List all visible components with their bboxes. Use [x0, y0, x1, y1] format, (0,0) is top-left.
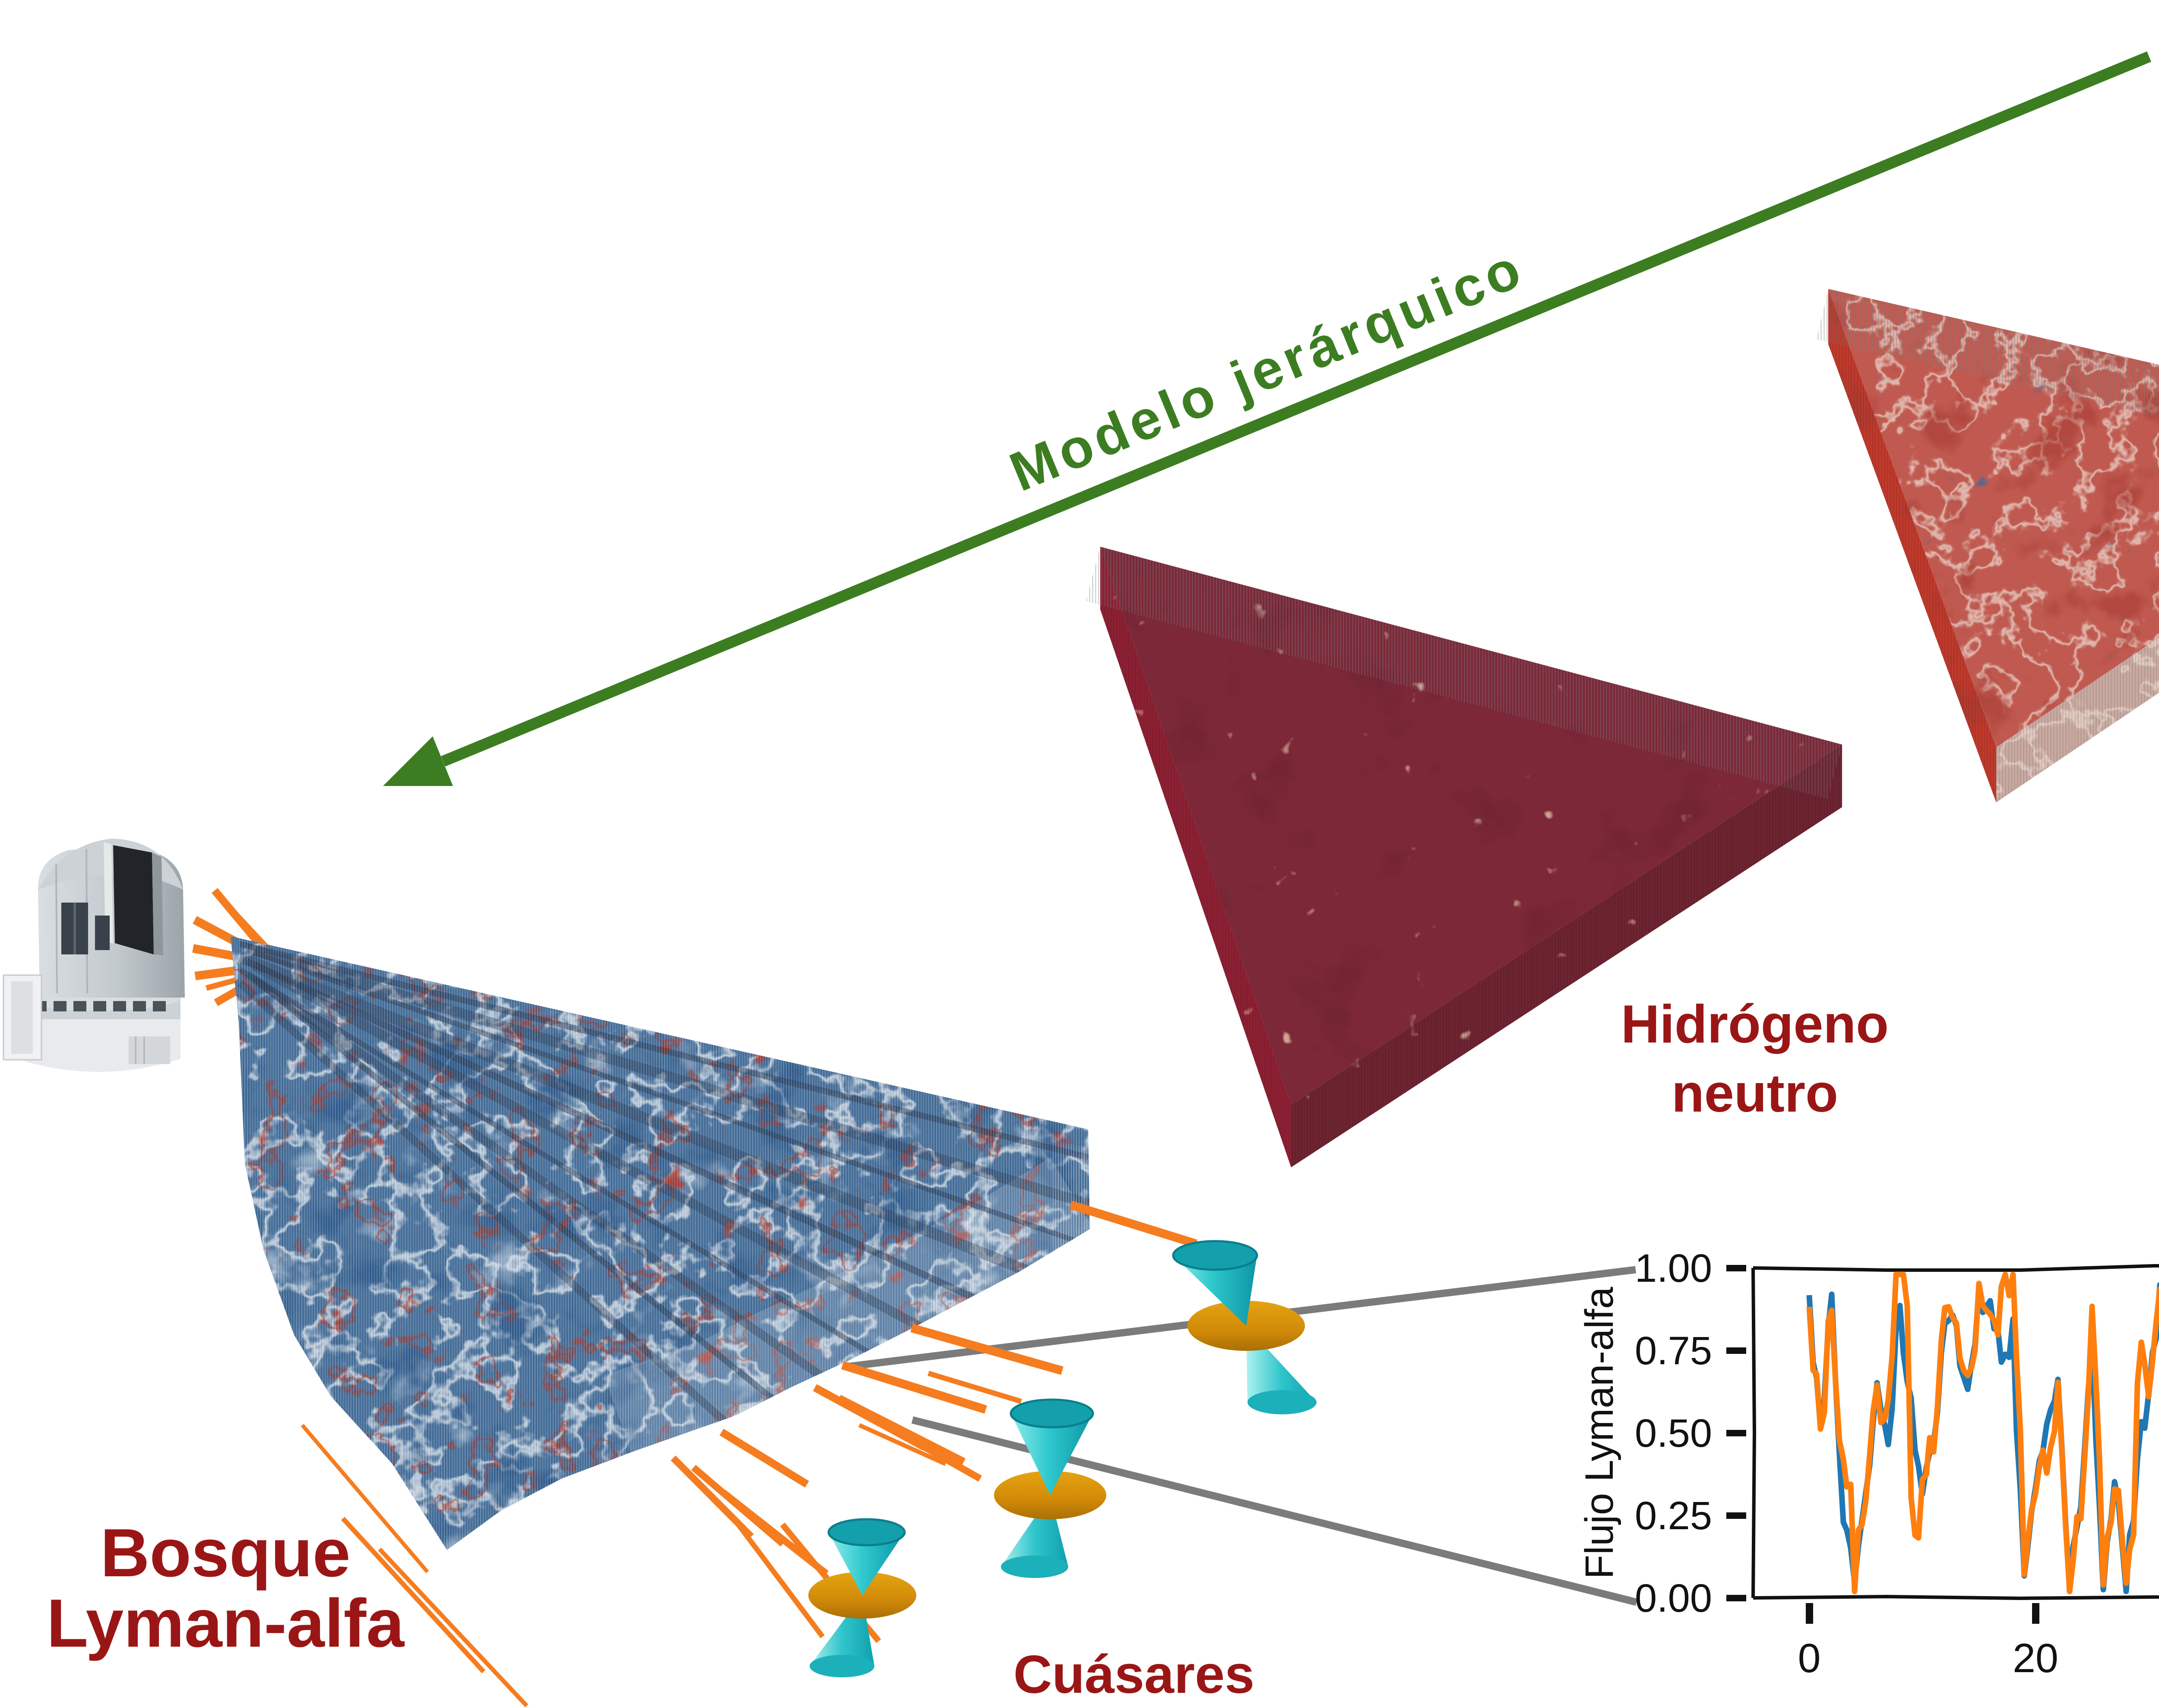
svg-text:neutro: neutro	[1671, 1064, 1838, 1123]
svg-text:0.00: 0.00	[1635, 1576, 1712, 1620]
svg-text:1.00: 1.00	[1635, 1246, 1712, 1290]
svg-text:Flujo Lyman-alfa: Flujo Lyman-alfa	[1577, 1287, 1621, 1579]
svg-text:Hidrógeno: Hidrógeno	[1621, 995, 1889, 1054]
svg-text:Bosque: Bosque	[100, 1515, 350, 1591]
svg-text:0.75: 0.75	[1635, 1329, 1712, 1373]
svg-text:0: 0	[1798, 1635, 1821, 1681]
svg-text:Lyman-alfa: Lyman-alfa	[47, 1585, 405, 1661]
svg-text:20: 20	[2013, 1635, 2058, 1681]
svg-text:Cuásares: Cuásares	[1013, 1645, 1254, 1705]
svg-text:0.25: 0.25	[1635, 1494, 1712, 1538]
svg-text:0.50: 0.50	[1635, 1411, 1712, 1455]
